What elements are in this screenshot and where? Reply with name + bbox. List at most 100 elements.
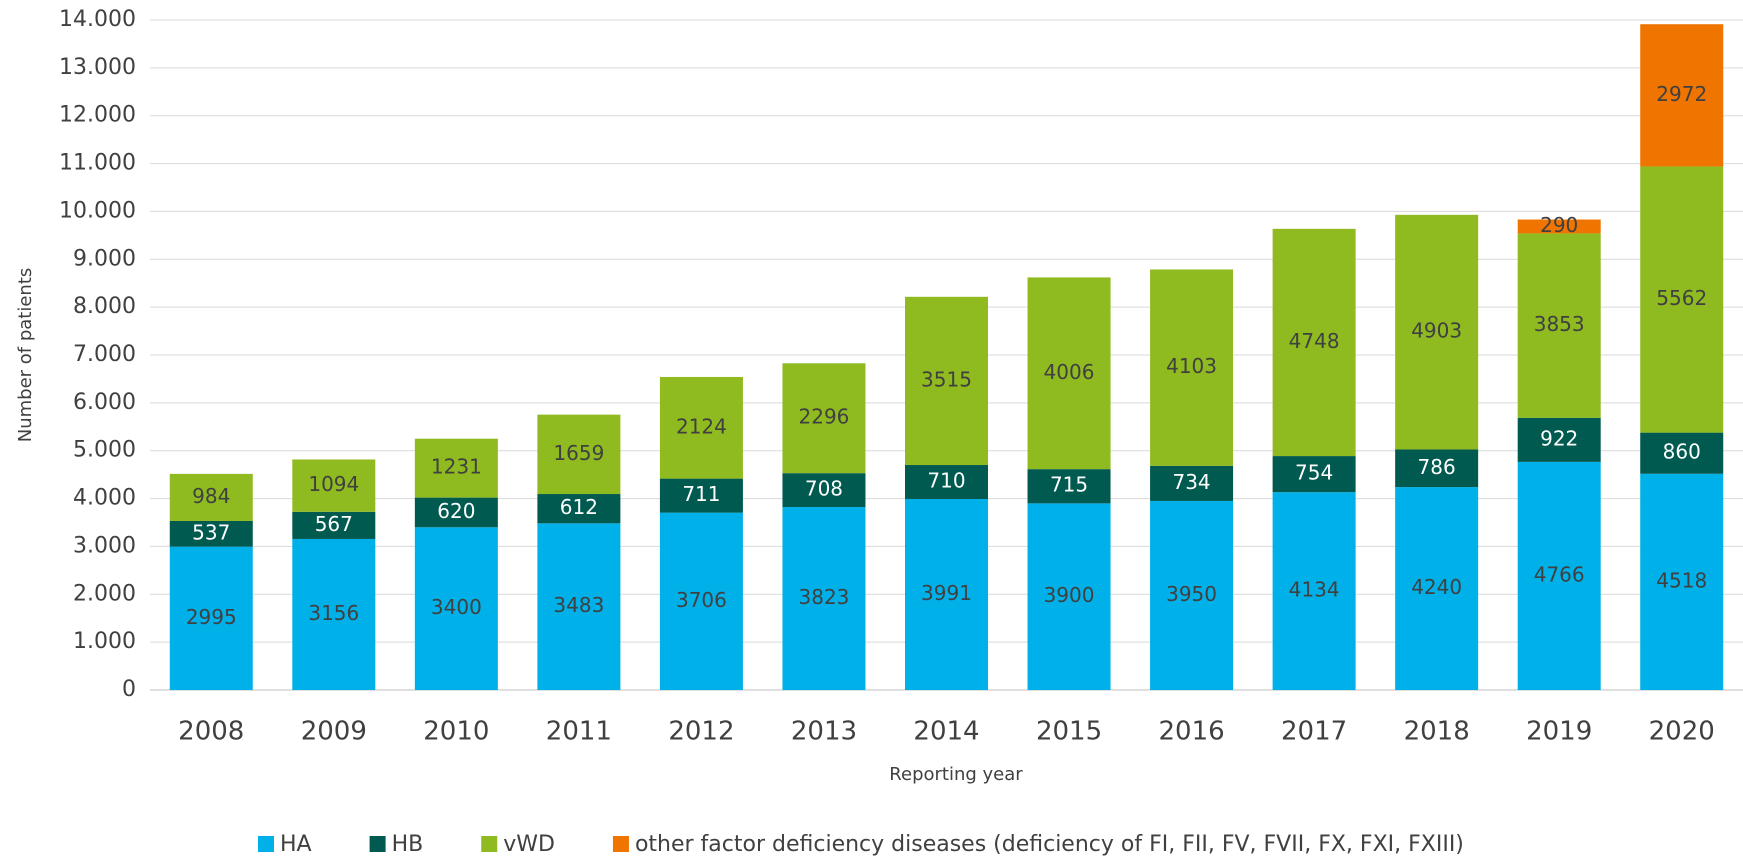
y-tick-label: 12.000 (59, 103, 136, 128)
y-tick-label: 6.000 (73, 390, 136, 415)
bar-segment (537, 523, 621, 690)
value-label: 620 (437, 499, 475, 523)
bar-segment (659, 478, 743, 513)
legend-label: HB (392, 832, 424, 857)
legend-swatch (369, 836, 386, 852)
value-label: 3400 (431, 595, 482, 619)
bar-segment (1150, 500, 1234, 690)
value-label: 2972 (1656, 82, 1707, 106)
legend-swatch (481, 836, 498, 852)
bar-segment (905, 296, 988, 466)
x-tick-label: 2015 (1036, 717, 1102, 747)
value-label: 1094 (308, 472, 359, 496)
bar-segment (1272, 492, 1356, 690)
y-tick-label: 8.000 (73, 294, 136, 319)
value-label: 4766 (1534, 562, 1585, 586)
value-label: 3853 (1534, 312, 1585, 336)
value-label: 4006 (1044, 360, 1095, 384)
bar-segment (782, 507, 866, 690)
bar-segment (1640, 166, 1724, 433)
bar-segment (1395, 487, 1479, 690)
y-tick-label: 1.000 (73, 629, 136, 654)
bar-segment (1150, 465, 1234, 501)
value-label: 3706 (676, 588, 727, 612)
y-axis-title: Number of patients (15, 268, 36, 443)
value-label: 3483 (553, 593, 604, 617)
bar-segment (659, 512, 743, 690)
value-label: 2124 (676, 414, 727, 438)
bar-segment (292, 538, 376, 690)
bar-segment (1395, 214, 1479, 450)
bar-segment (169, 520, 253, 547)
value-label: 734 (1172, 470, 1210, 494)
x-tick-label: 2017 (1281, 717, 1347, 747)
y-tick-label: 14.000 (59, 7, 136, 32)
value-label: 715 (1050, 473, 1088, 497)
value-label: 711 (682, 482, 720, 506)
bar-segment (1027, 277, 1111, 470)
bar-segment (1517, 219, 1601, 234)
bar-segment (1517, 233, 1601, 418)
bar-segment (1272, 456, 1356, 493)
value-label: 4103 (1166, 354, 1217, 378)
x-tick-label: 2011 (546, 717, 612, 747)
value-label: 4748 (1289, 329, 1340, 353)
y-tick-label: 2.000 (73, 581, 136, 606)
y-tick-label: 10.000 (59, 198, 136, 223)
y-tick-label: 9.000 (73, 246, 136, 271)
value-label: 922 (1540, 426, 1578, 450)
bar-segment (1517, 417, 1601, 462)
value-label: 537 (192, 520, 230, 544)
value-label: 860 (1663, 440, 1701, 464)
bar-segment (1640, 24, 1724, 167)
bar-segment (782, 363, 866, 474)
legend-swatch (258, 836, 274, 852)
value-label: 2995 (186, 605, 237, 629)
bar-segment (414, 527, 498, 690)
bar-segment (1150, 269, 1234, 466)
y-tick-label: 13.000 (59, 55, 136, 80)
bar-segment (169, 546, 253, 690)
bar-segment (1027, 503, 1111, 690)
value-label: 786 (1418, 455, 1456, 479)
value-label: 754 (1295, 461, 1333, 485)
x-axis-title: Reporting year (889, 764, 1023, 785)
y-tick-label: 5.000 (73, 438, 136, 463)
x-tick-label: 2016 (1158, 717, 1224, 747)
bar-segment (1395, 449, 1479, 488)
x-tick-label: 2014 (913, 717, 979, 747)
x-tick-label: 2013 (791, 717, 857, 747)
bar-segment (1640, 432, 1724, 474)
legend-label: vWD (503, 832, 555, 857)
value-label: 710 (927, 469, 965, 493)
legend-label: HA (280, 832, 312, 857)
bar-segment (414, 497, 498, 528)
value-label: 3950 (1166, 582, 1217, 606)
bar-segment (1640, 473, 1724, 690)
x-tick-label: 2019 (1526, 717, 1592, 747)
bar-segment (782, 473, 866, 508)
bar-segment (1517, 461, 1601, 690)
y-tick-label: 7.000 (73, 342, 136, 367)
bar-segment (659, 376, 743, 479)
value-label: 3823 (799, 585, 850, 609)
value-label: 4518 (1656, 568, 1707, 592)
y-tick-label: 0 (122, 677, 136, 702)
value-label: 4134 (1289, 578, 1340, 602)
bar-segment (1272, 228, 1356, 457)
bar-segment (292, 511, 376, 539)
x-tick-label: 2009 (301, 717, 367, 747)
value-label: 1231 (431, 455, 482, 479)
bar-segment (905, 499, 988, 690)
value-label: 2296 (799, 405, 850, 429)
y-tick-label: 4.000 (73, 486, 136, 511)
x-tick-label: 2018 (1404, 717, 1470, 747)
x-tick-label: 2010 (423, 717, 489, 747)
value-label: 5562 (1656, 286, 1707, 310)
value-label: 3900 (1044, 583, 1095, 607)
value-label: 1659 (553, 441, 604, 465)
value-label: 984 (192, 484, 230, 508)
value-label: 3515 (921, 367, 972, 391)
x-tick-label: 2008 (178, 717, 244, 747)
